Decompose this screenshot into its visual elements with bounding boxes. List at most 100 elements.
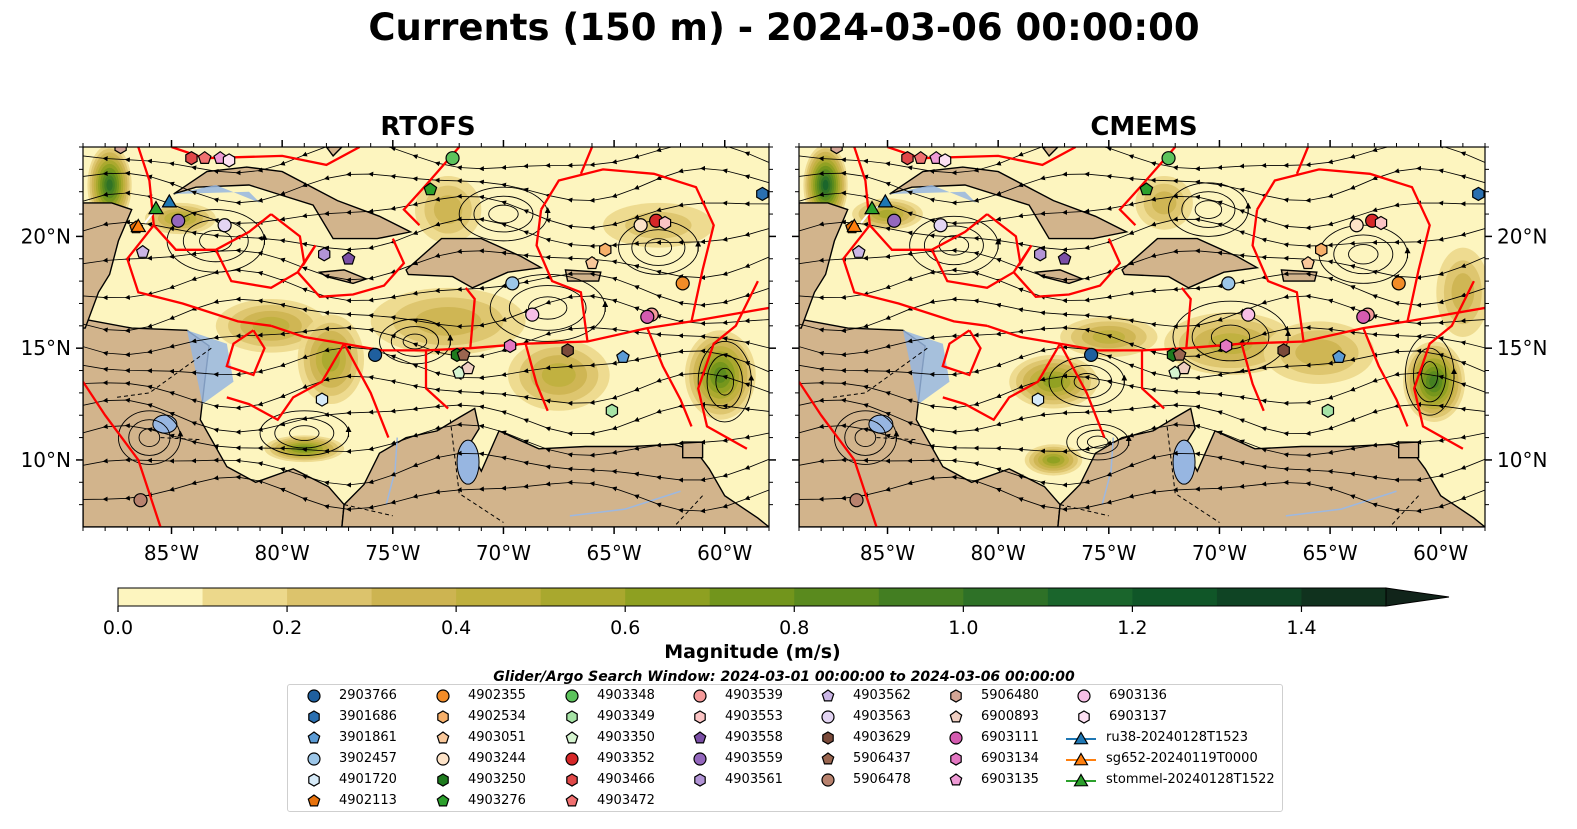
legend-symbol [566, 773, 578, 787]
legend-marker [694, 773, 706, 787]
colorbar-bin [540, 588, 626, 606]
legend-symbol [821, 773, 835, 787]
y-tick-label: 20°N [21, 224, 71, 248]
panel-title-rtofs: RTOFS [380, 112, 476, 142]
colorbar-bin [794, 588, 880, 606]
y-tick-label: 10°N [21, 448, 71, 472]
float-marker-3902457 [505, 276, 520, 291]
magnitude-contour [1043, 375, 1064, 388]
float-marker-4903559 [887, 213, 902, 228]
eez-boundary [540, 168, 715, 322]
land-trinidad [682, 441, 704, 459]
float-marker-4903561 [1033, 247, 1047, 262]
legend-symbol [437, 773, 449, 787]
land-puerto-rico [564, 269, 602, 282]
legend-symbol [565, 794, 579, 807]
float-marker-4903349 [1321, 403, 1335, 418]
legend-marker [821, 710, 835, 724]
float-marker-6900893 [1177, 361, 1191, 375]
eez-boundary [535, 209, 589, 342]
legend-label: 4903562 [853, 688, 911, 703]
map-frame [798, 146, 1486, 528]
legend-marker [950, 752, 962, 766]
glider-marker-stommel-20240128T1522 [148, 200, 165, 215]
y-tick-label: 10°N [1497, 448, 1547, 472]
float-marker-4902534 [598, 242, 612, 257]
glider-marker-sg652-20240119T0000 [130, 218, 147, 233]
legend-label: 4903553 [725, 709, 783, 724]
eez-boundary [343, 343, 390, 439]
y-tick-label: 20°N [1497, 224, 1547, 248]
legend-label: 4903472 [597, 793, 655, 808]
legend-marker [1077, 689, 1091, 703]
legend-symbol [693, 689, 707, 703]
eez-boundary [226, 343, 346, 422]
legend-marker [437, 710, 449, 724]
colorbar-tick-label: 1.4 [1286, 617, 1316, 639]
eez-boundary [83, 381, 162, 527]
legend-symbol [565, 752, 579, 766]
x-tick-label: 75°W [1081, 541, 1136, 565]
x-tick-label: 85°W [860, 541, 915, 565]
eez-boundary [646, 327, 693, 427]
legend-marker [821, 752, 835, 765]
legend-label: 3901686 [339, 709, 397, 724]
map-panel-cmems: 85°W 80°W 75°W 70°W 65°W 60°W 10°N 15°N 20°N [792, 140, 1547, 565]
legend-label: 4903559 [725, 751, 783, 766]
eez-boundary [1295, 147, 1310, 175]
legend-label: 6903134 [981, 751, 1039, 766]
legend-symbol [436, 794, 450, 807]
float-marker-4902534 [1314, 242, 1328, 257]
legend-label: 4903352 [597, 751, 655, 766]
legend-symbol [307, 752, 321, 766]
legend-marker [693, 752, 707, 766]
glider-marker-sg652-20240119T0000 [846, 218, 863, 233]
legend-label: 4903348 [597, 688, 655, 703]
legend-label: 4903561 [725, 772, 783, 787]
legend-label: 4903539 [725, 688, 783, 703]
float-marker-6900893 [461, 361, 475, 375]
x-tick-label: 75°W [365, 541, 420, 565]
legend-symbol [950, 689, 962, 703]
colorbar-extend-arrow [1385, 587, 1450, 607]
legend-marker [565, 731, 579, 744]
land-trinidad [1398, 441, 1420, 459]
float-marker-3901861 [616, 349, 630, 363]
eez-boundary [1059, 343, 1106, 439]
float-marker-4903051 [585, 255, 599, 270]
colorbar-tick-label: 1.2 [1117, 617, 1147, 639]
magnitude-contour [1151, 191, 1177, 215]
legend-label: 6903111 [981, 730, 1039, 745]
streamline [799, 450, 1485, 488]
float-marker-4903276 [1139, 182, 1154, 196]
magnitude-contour [1046, 456, 1061, 464]
colorbar-bin [287, 588, 373, 606]
legend-label: 6903136 [1109, 688, 1167, 703]
float-marker-4903558 [1057, 251, 1072, 265]
colorbar-bin [709, 588, 795, 606]
float-marker-2903766 [1084, 347, 1099, 362]
eez-boundary [424, 350, 449, 410]
legend-label: 5906478 [853, 772, 911, 787]
x-tick-label: 80°W [971, 541, 1026, 565]
y-tick-label: 15°N [1497, 336, 1547, 360]
legend-marker [308, 710, 320, 724]
colorbar-bin [1047, 588, 1133, 606]
chart-canvas: 85°W 80°W 75°W 70°W 65°W 60°W10°N15°N20°N85°W… [21, 140, 1547, 639]
legend-label: 3902457 [339, 751, 397, 766]
eez-boundary [1362, 327, 1409, 427]
legend-triangle [1073, 731, 1089, 745]
legend-label: stommel-20240128T1522 [1106, 772, 1275, 787]
float-marker-4903466 [185, 151, 198, 166]
legend-symbol [949, 710, 963, 723]
eez-boundary [126, 224, 272, 327]
lake-maracaibo [456, 439, 480, 485]
float-marker-3902457 [1221, 276, 1236, 291]
legend-symbol [822, 731, 834, 745]
legend-marker [307, 731, 321, 744]
eez-boundary [1180, 287, 1192, 349]
legend-label: 4903466 [597, 772, 655, 787]
eez-boundary [1118, 147, 1177, 227]
float-marker-5906480 [830, 147, 843, 155]
legend-marker [693, 689, 707, 703]
